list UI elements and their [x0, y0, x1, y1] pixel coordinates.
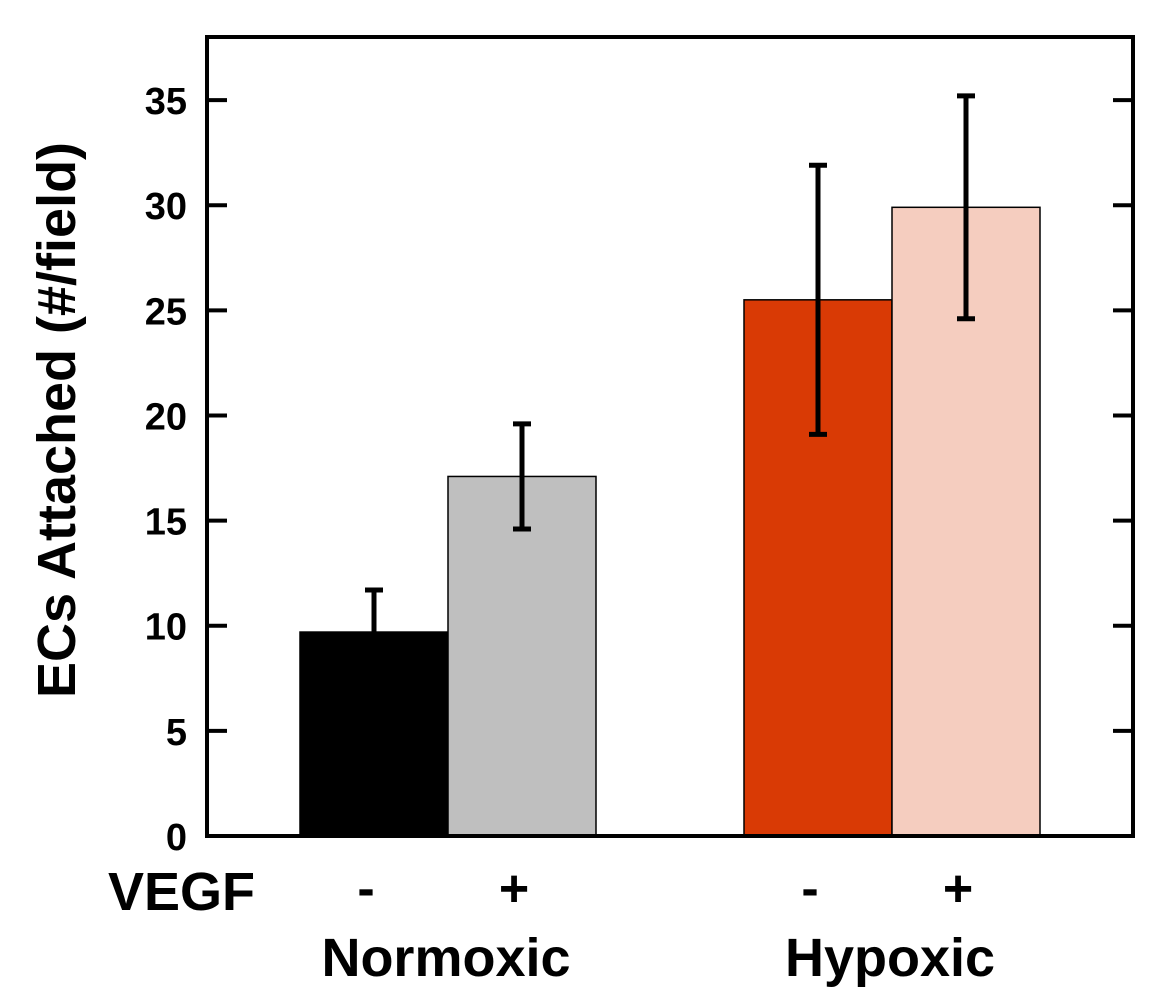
- y-tick-label: 20: [145, 396, 187, 438]
- y-tick-label: 5: [166, 712, 187, 754]
- ticks-layer: 0 5 10 15 20 25 30 35: [145, 81, 1133, 859]
- y-axis-title: ECs Attached (#/field): [27, 142, 87, 698]
- vegf-sign-label: -: [357, 860, 374, 918]
- vegf-sign-label: +: [499, 860, 529, 918]
- y-tick-label: 25: [145, 291, 187, 333]
- vegf-sign-label: +: [943, 860, 973, 918]
- y-tick-label: 35: [145, 81, 187, 123]
- vegf-row-label: VEGF: [108, 862, 255, 922]
- error-bar: [365, 587, 383, 677]
- vegf-sign-label: -: [801, 860, 818, 918]
- error-bar: [957, 93, 975, 322]
- y-tick-label: 0: [166, 817, 187, 859]
- error-bars-layer: [365, 93, 975, 677]
- group-label-normoxic: Normoxic: [321, 928, 570, 988]
- group-labels: Normoxic Hypoxic: [321, 928, 995, 988]
- error-bar: [513, 421, 531, 532]
- y-tick-label: 15: [145, 502, 187, 544]
- vegf-sign-labels: - + - +: [357, 860, 973, 918]
- error-bar: [809, 162, 827, 437]
- y-tick-label: 30: [145, 186, 187, 228]
- plot-frame: [205, 35, 1135, 838]
- group-label-hypoxic: Hypoxic: [785, 928, 995, 988]
- y-tick-label: 10: [145, 607, 187, 649]
